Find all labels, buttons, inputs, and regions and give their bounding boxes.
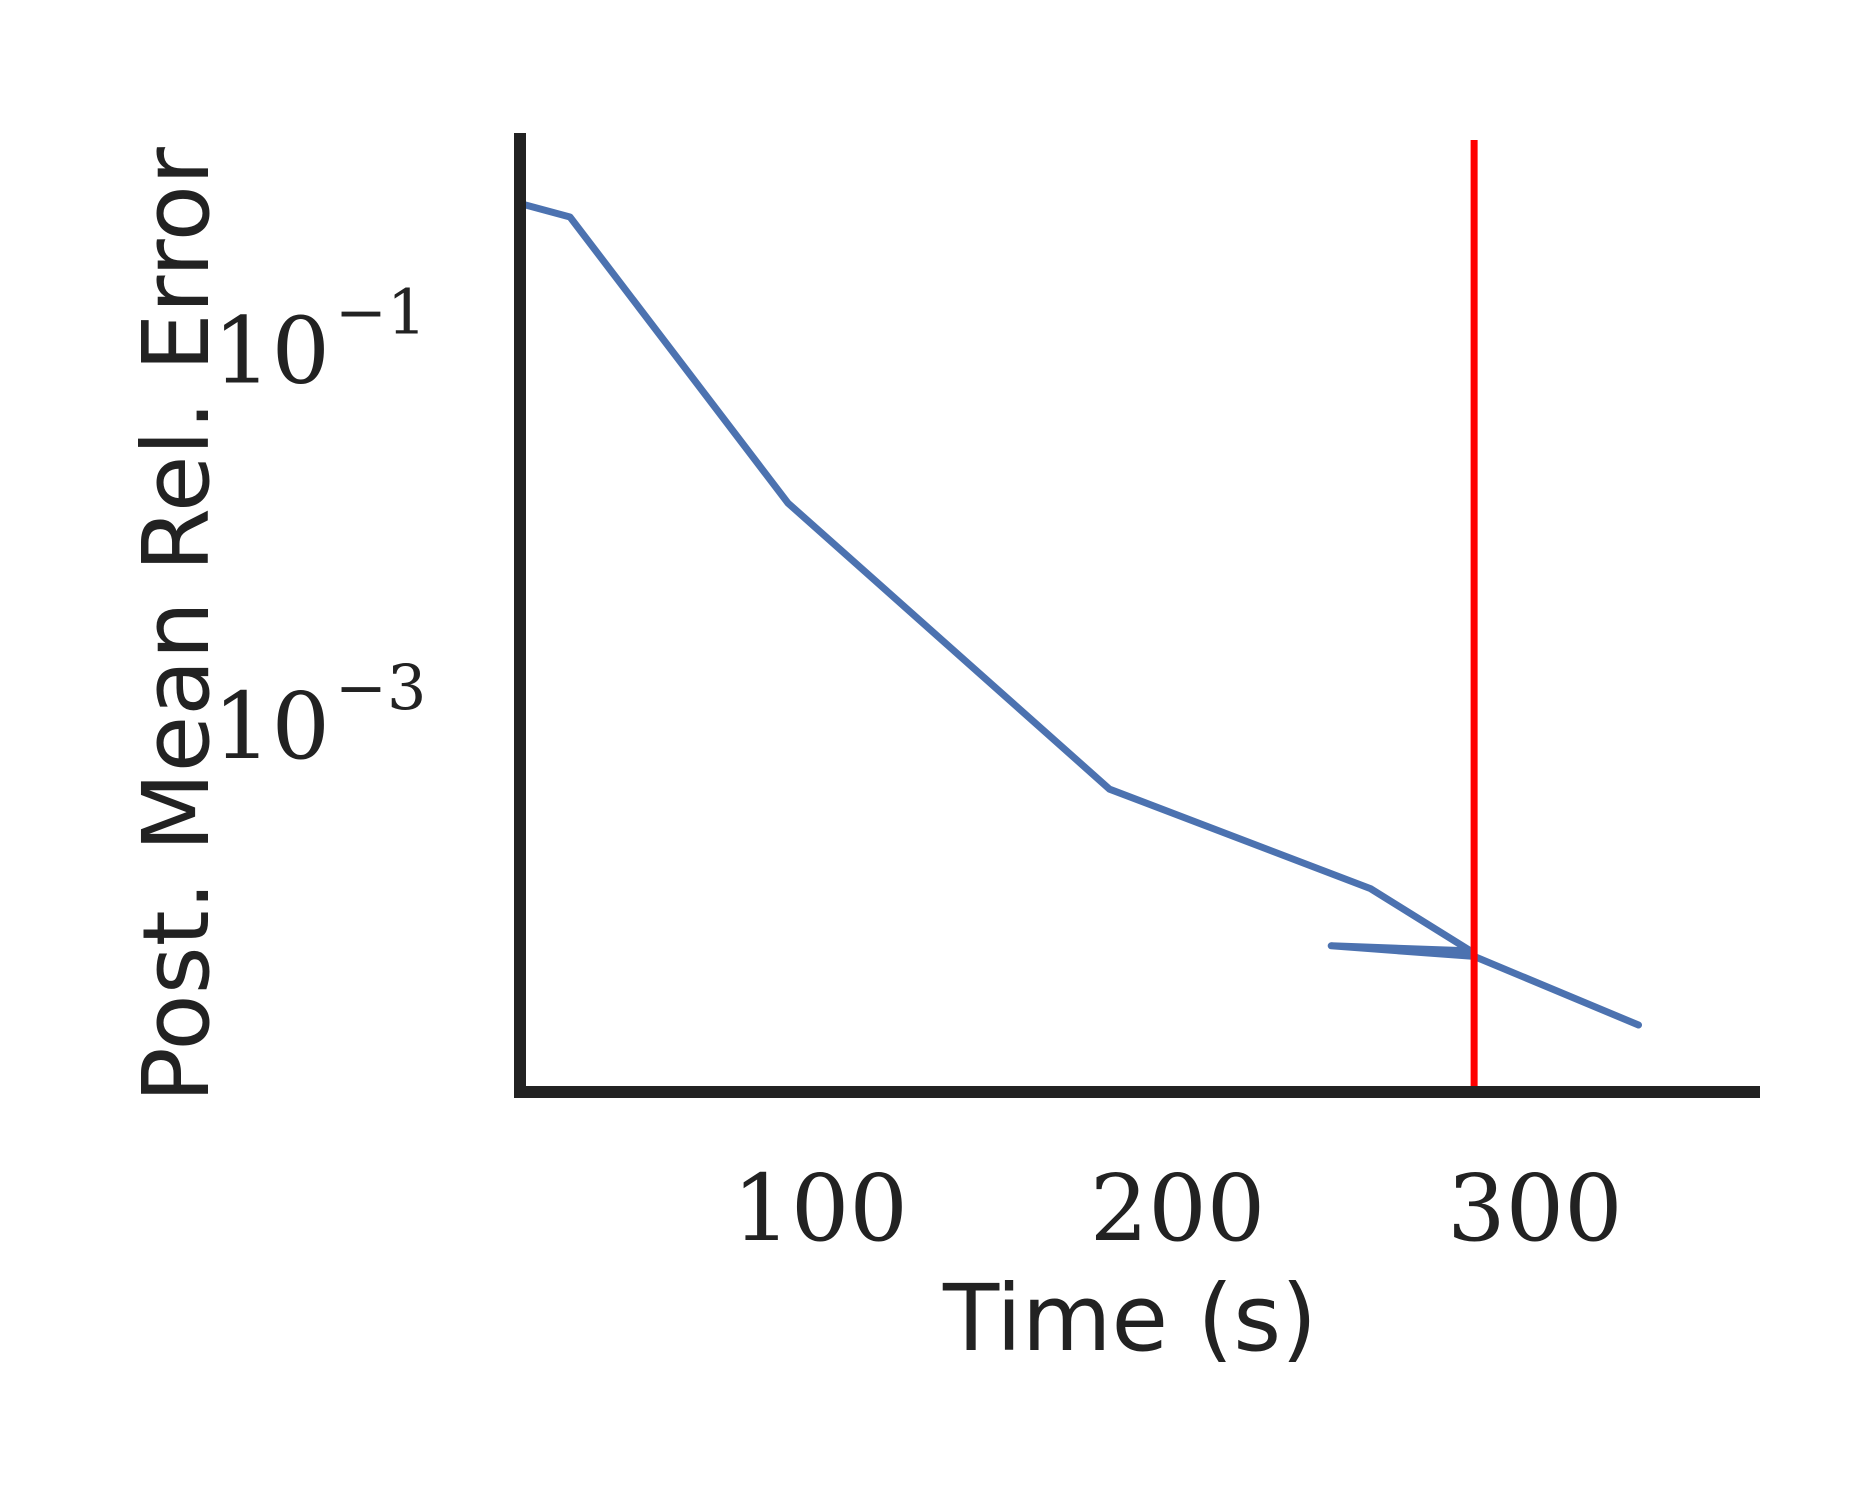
y-tick-exponent: −1: [335, 275, 426, 348]
y-tick-label: 10: [213, 297, 330, 404]
x-tick-label: 100: [732, 1155, 908, 1262]
y-ticks: 10−110−3: [213, 275, 426, 780]
x-axis-title: Time (s): [942, 1265, 1317, 1372]
plot-lines: [516, 140, 1642, 1092]
y-axis-title: Post. Mean Rel. Error: [123, 147, 230, 1103]
x-tick-label: 200: [1090, 1155, 1266, 1262]
y-tick-label: 10: [213, 673, 330, 780]
x-tick-label: 300: [1447, 1155, 1623, 1262]
y-tick-exponent: −3: [335, 651, 426, 724]
series-line-0: [516, 200, 1642, 1029]
x-ticks: 100 200 300: [732, 1155, 1622, 1262]
